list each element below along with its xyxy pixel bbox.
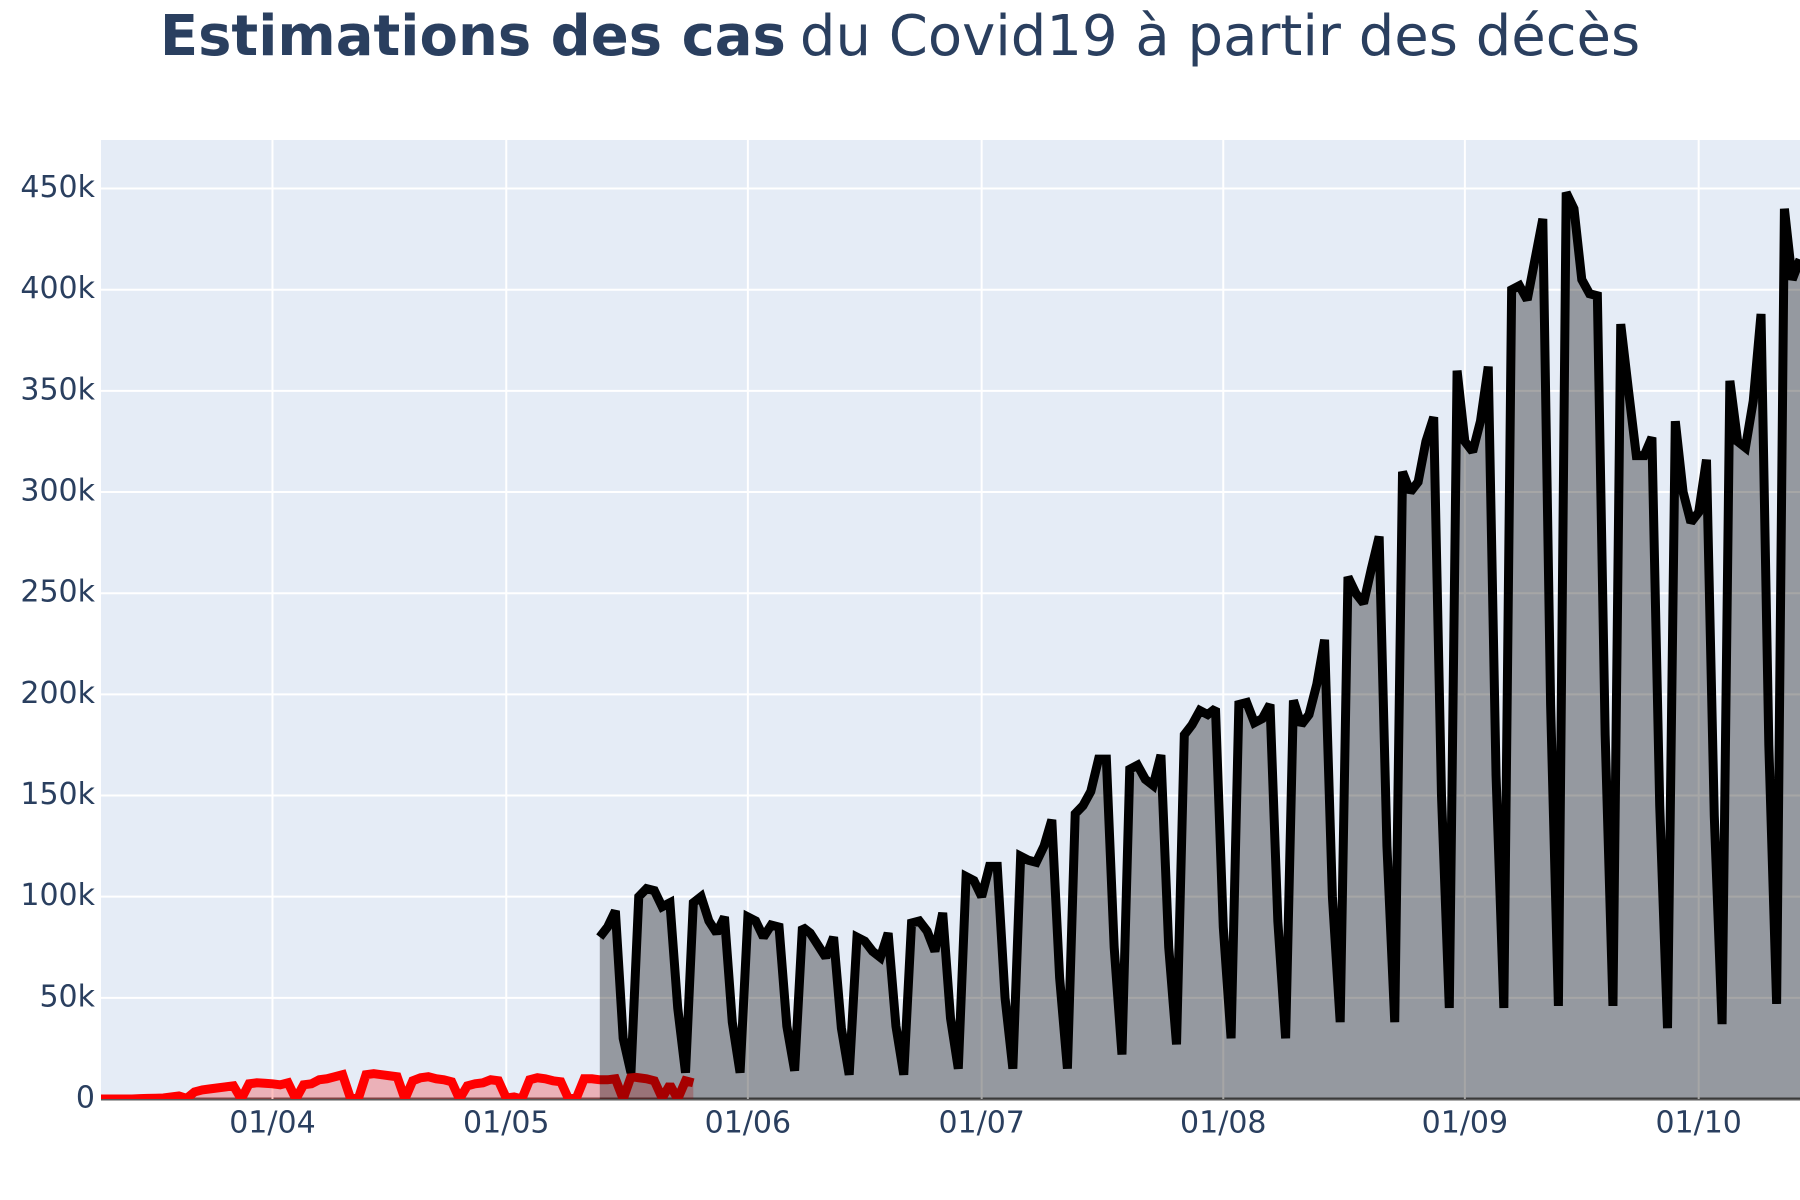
line-series bbox=[596, 190, 1800, 1076]
x-tick-label: 01/05 bbox=[463, 1106, 549, 1141]
y-tick-label: 250k bbox=[20, 575, 95, 610]
x-tick-label: 01/08 bbox=[1180, 1106, 1266, 1141]
plot-background bbox=[101, 140, 1800, 1099]
y-tick-label: 300k bbox=[20, 474, 95, 509]
y-tick-label: 400k bbox=[20, 271, 95, 306]
y-tick-label: 450k bbox=[20, 170, 95, 205]
y-tick-label: 350k bbox=[20, 372, 95, 407]
chart-title: Estimations des cas du Covid19 à partir d… bbox=[160, 4, 1640, 69]
title-bold: Estimations des cas bbox=[160, 4, 786, 69]
axis-labels: 0 50k 100k 150k 200k 250k 300k 350k 400k 450k 01/0… bbox=[20, 170, 1742, 1140]
grid bbox=[101, 140, 1800, 1101]
title-regular: du Covid19 à partir des décès bbox=[800, 4, 1640, 69]
plot-area bbox=[101, 190, 1800, 1099]
y-tick-label: 0 bbox=[76, 1081, 95, 1116]
y-tick-label: 200k bbox=[20, 676, 95, 711]
x-tick-label: 01/07 bbox=[938, 1106, 1024, 1141]
y-tick-label: 50k bbox=[39, 979, 95, 1014]
line-series bbox=[101, 1069, 695, 1099]
x-tick-label: 01/09 bbox=[1422, 1106, 1508, 1141]
y-tick-label: 100k bbox=[20, 878, 95, 913]
x-tick-label: 01/06 bbox=[705, 1106, 791, 1141]
area-fill bbox=[599, 192, 1800, 1099]
y-tick-label: 150k bbox=[20, 777, 95, 812]
x-tick-label: 01/04 bbox=[229, 1106, 315, 1141]
x-tick-label: 01/10 bbox=[1655, 1106, 1741, 1141]
